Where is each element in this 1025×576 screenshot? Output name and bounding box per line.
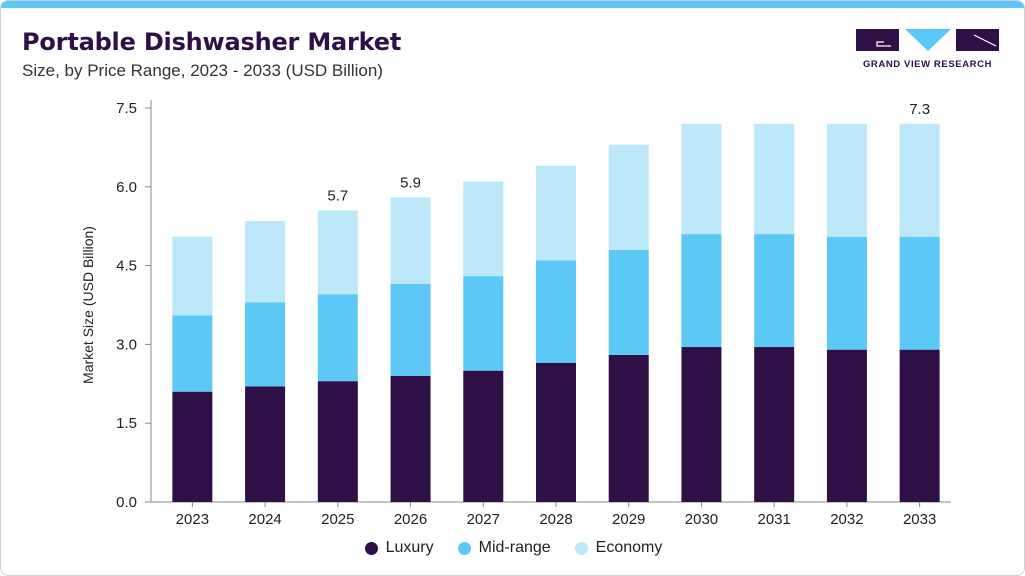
legend-label-economy: Economy xyxy=(595,539,663,556)
bar-economy-2031 xyxy=(754,123,795,235)
bar-mid-range-2024 xyxy=(245,302,286,387)
bar-luxury-2027 xyxy=(463,370,504,502)
bar-mid-range-2031 xyxy=(754,234,795,348)
legend-item-mid-range: Mid-range xyxy=(457,539,551,557)
x-tick-label: 2030 xyxy=(685,511,718,528)
y-tick-label: 6.0 xyxy=(116,179,137,196)
data-label: 5.7 xyxy=(327,187,348,204)
bar-mid-range-2033 xyxy=(899,236,940,350)
bar-mid-range-2032 xyxy=(826,236,867,350)
chart-subtitle: Size, by Price Range, 2023 - 2033 (USD B… xyxy=(22,61,383,80)
bar-luxury-2026 xyxy=(390,375,431,502)
x-tick-label: 2029 xyxy=(612,511,645,528)
y-axis-title: Market Size (USD Billion) xyxy=(80,226,96,384)
y-tick-label: 1.5 xyxy=(116,415,137,432)
bar-mid-range-2028 xyxy=(536,260,576,363)
legend-item-economy: Economy xyxy=(574,539,663,557)
x-tick-label: 2027 xyxy=(467,511,500,528)
x-tick-label: 2028 xyxy=(539,511,572,528)
bar-mid-range-2023 xyxy=(172,315,213,392)
bar-luxury-2029 xyxy=(608,354,649,502)
legend-label-mid-range: Mid-range xyxy=(478,539,551,556)
logo-block-r xyxy=(956,29,999,51)
bar-economy-2025 xyxy=(317,210,358,295)
logo-text: GRAND VIEW RESEARCH xyxy=(862,59,993,70)
y-tick-label: 4.5 xyxy=(116,258,137,275)
bar-luxury-2032 xyxy=(826,349,867,502)
accent-bar xyxy=(1,1,1024,8)
bar-luxury-2030 xyxy=(681,347,722,502)
bar-economy-2028 xyxy=(536,165,576,261)
x-tick-label: 2032 xyxy=(830,511,863,528)
bar-luxury-2025 xyxy=(317,381,358,502)
bar-economy-2026 xyxy=(390,197,431,284)
legend-item-luxury: Luxury xyxy=(364,539,434,557)
x-tick-label: 2023 xyxy=(176,511,209,528)
data-label: 7.3 xyxy=(909,101,930,118)
bar-mid-range-2029 xyxy=(608,249,649,355)
bar-economy-2027 xyxy=(463,181,504,277)
bar-economy-2023 xyxy=(172,236,213,316)
x-tick-label: 2025 xyxy=(321,511,354,528)
legend-swatch-mid-range xyxy=(457,541,471,555)
bar-economy-2030 xyxy=(681,123,722,235)
gvr-logo-icon xyxy=(856,29,999,51)
x-tick-label: 2033 xyxy=(903,511,936,528)
x-tick-label: 2031 xyxy=(757,511,790,528)
bar-mid-range-2025 xyxy=(317,294,358,382)
bar-economy-2024 xyxy=(245,220,286,303)
bar-luxury-2023 xyxy=(172,391,213,502)
x-tick-label: 2024 xyxy=(248,511,281,528)
bar-luxury-2031 xyxy=(754,347,795,502)
bar-economy-2032 xyxy=(826,123,867,237)
bar-luxury-2033 xyxy=(899,349,940,502)
bar-luxury-2028 xyxy=(536,362,576,502)
legend-swatch-luxury xyxy=(364,541,378,555)
data-label: 5.9 xyxy=(400,174,421,191)
bar-mid-range-2030 xyxy=(681,234,722,348)
bar-mid-range-2026 xyxy=(390,283,431,376)
bar-economy-2033 xyxy=(899,123,940,237)
y-tick-label: 3.0 xyxy=(116,336,137,353)
x-tick-label: 2026 xyxy=(394,511,427,528)
legend: Luxury Mid-range Economy xyxy=(1,539,1024,557)
bar-mid-range-2027 xyxy=(463,276,504,371)
y-tick-label: 0.0 xyxy=(116,494,137,511)
bar-luxury-2024 xyxy=(245,386,286,502)
legend-swatch-economy xyxy=(574,541,588,555)
bar-economy-2029 xyxy=(608,144,649,250)
chart-title: Portable Dishwasher Market xyxy=(22,28,402,56)
y-tick-label: 7.5 xyxy=(116,100,137,117)
logo-block-v xyxy=(905,29,951,51)
legend-label-luxury: Luxury xyxy=(385,539,434,556)
